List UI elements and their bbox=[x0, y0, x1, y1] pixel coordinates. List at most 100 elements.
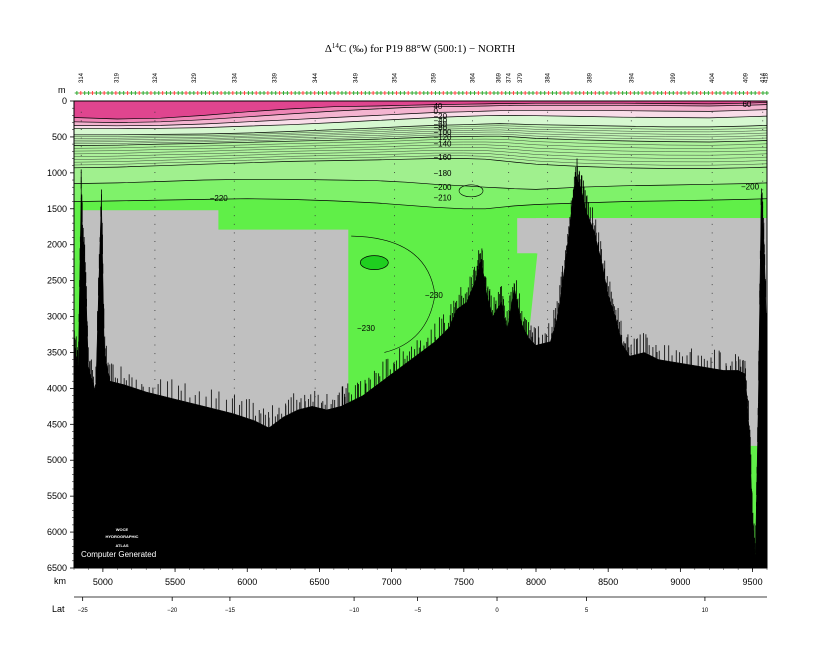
sample-dot bbox=[711, 129, 713, 130]
sample-dot bbox=[314, 172, 316, 174]
sample-dot bbox=[394, 241, 396, 242]
contour-in170 bbox=[74, 158, 767, 169]
sample-dot bbox=[233, 284, 235, 286]
sample-dot bbox=[711, 292, 713, 294]
credit-text: Computer Generated bbox=[81, 550, 156, 559]
sample-dot bbox=[314, 284, 316, 286]
sample-dot bbox=[233, 111, 235, 113]
sample-dot bbox=[472, 232, 473, 234]
sample-dot bbox=[233, 163, 235, 165]
sample-dot bbox=[472, 146, 473, 148]
contour-i60 bbox=[74, 102, 767, 120]
y-tick-label: 6000 bbox=[47, 527, 67, 537]
sample-dot bbox=[508, 284, 510, 286]
sample-dot bbox=[711, 361, 713, 363]
sample-dot bbox=[508, 258, 510, 260]
sample-dot bbox=[154, 353, 156, 355]
sample-dot bbox=[394, 361, 396, 363]
band-above-60 bbox=[74, 101, 767, 119]
y-tick-label: 5500 bbox=[47, 491, 67, 501]
seafloor-topography bbox=[74, 158, 767, 568]
contour-in220 bbox=[74, 198, 767, 210]
sample-dot bbox=[508, 111, 510, 113]
distance-axis-unit: km bbox=[54, 576, 66, 586]
station-label: 359 bbox=[431, 72, 437, 83]
station-label: 329 bbox=[192, 72, 198, 83]
sample-dot bbox=[154, 266, 156, 268]
sample-dot bbox=[154, 146, 156, 148]
sample-dot bbox=[547, 163, 549, 165]
sample-dot bbox=[547, 180, 549, 182]
sample-dot bbox=[547, 335, 549, 337]
sample-dot bbox=[314, 146, 316, 148]
sample-dot bbox=[472, 189, 473, 191]
sample-dot bbox=[472, 266, 473, 268]
sample-dot bbox=[154, 275, 156, 277]
x-tick-label: 9500 bbox=[743, 577, 763, 587]
station-label: 354 bbox=[393, 72, 399, 83]
sample-dot bbox=[630, 258, 632, 260]
sample-dot bbox=[630, 120, 632, 122]
sample-dot bbox=[547, 189, 549, 191]
sample-dot bbox=[233, 189, 235, 191]
contour-in50 bbox=[74, 123, 767, 136]
sample-dot bbox=[630, 180, 632, 182]
contour-label: −210 bbox=[433, 193, 452, 202]
distance-axis: 5000 5500 6000 6500 7000 7500 8000 8500 9000 9500 bbox=[73, 568, 768, 598]
lat-tick-label: −25 bbox=[78, 608, 89, 614]
sample-dot bbox=[508, 215, 510, 217]
sample-dot bbox=[508, 275, 510, 277]
sample-dot bbox=[314, 120, 316, 122]
sample-dot bbox=[314, 258, 316, 260]
sample-dot bbox=[762, 197, 764, 199]
contour-label: −200 bbox=[433, 183, 452, 192]
sample-dot bbox=[711, 353, 713, 355]
sample-dot bbox=[314, 232, 316, 234]
sample-dot bbox=[547, 327, 549, 329]
band-20-40 bbox=[74, 104, 767, 126]
sample-dot bbox=[154, 129, 156, 130]
sample-dot bbox=[394, 120, 396, 122]
station-label: 389 bbox=[587, 72, 593, 83]
x-tick-label: 6000 bbox=[237, 577, 257, 587]
contour-label: −140 bbox=[433, 139, 452, 148]
sample-dot bbox=[630, 223, 632, 225]
sample-dot bbox=[154, 370, 156, 372]
sample-dot bbox=[630, 154, 632, 156]
band-0-20 bbox=[74, 109, 767, 129]
sample-dot bbox=[762, 180, 764, 182]
sample-dot bbox=[233, 223, 235, 225]
y-tick-label: 0 bbox=[62, 96, 67, 106]
sample-dot bbox=[233, 335, 235, 337]
sample-dot bbox=[472, 180, 473, 182]
lat-tick-label: −10 bbox=[349, 608, 360, 614]
sample-dot bbox=[394, 111, 396, 113]
sample-dot bbox=[314, 163, 316, 165]
sample-dot bbox=[711, 163, 713, 165]
sample-dot bbox=[508, 292, 510, 294]
x-tick-label: 5000 bbox=[93, 577, 113, 587]
sample-dot bbox=[314, 206, 316, 208]
sample-dot bbox=[394, 223, 396, 225]
woce-logo: WOCE HYDROGRAPHIC ATLAS Computer Generat… bbox=[81, 527, 156, 559]
contour-labels: 400−20−40−60−80−100−120−140−160−180−200−… bbox=[210, 101, 760, 333]
station-label: 344 bbox=[313, 72, 319, 83]
sample-dot bbox=[394, 154, 396, 156]
sample-dot bbox=[508, 163, 510, 165]
lat-tick-label: −20 bbox=[167, 608, 178, 614]
sample-dot bbox=[508, 172, 510, 174]
station-label: 314 bbox=[79, 72, 85, 83]
sample-dot bbox=[314, 189, 316, 191]
sample-dot bbox=[314, 180, 316, 182]
sample-dot bbox=[711, 249, 713, 251]
sample-dot bbox=[233, 146, 235, 148]
sample-dot bbox=[547, 120, 549, 122]
sample-dot bbox=[80, 111, 82, 113]
sample-dot bbox=[233, 172, 235, 174]
sample-dot bbox=[154, 120, 156, 122]
sample-dot bbox=[233, 120, 235, 122]
contour-label: −40 bbox=[433, 116, 447, 125]
station-label: 399 bbox=[671, 72, 677, 83]
contour-minor-2 bbox=[74, 144, 767, 155]
sample-dot bbox=[472, 258, 473, 260]
